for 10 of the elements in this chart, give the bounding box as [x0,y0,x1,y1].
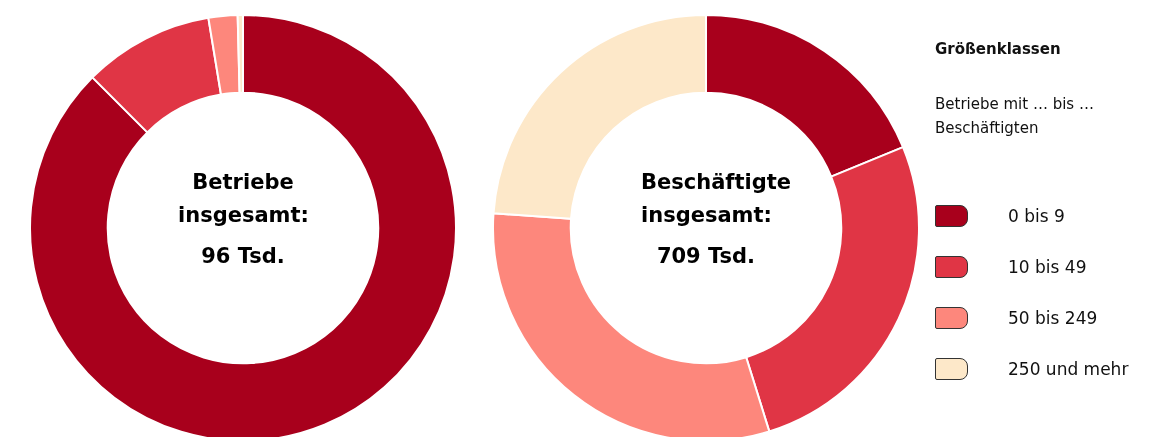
legend-label: 250 und mehr [1008,358,1129,379]
legend-label: 0 bis 9 [1008,205,1065,226]
text: 709 Tsd. [655,243,757,270]
text: Betriebe mit … bis … Beschäftigten [935,94,1095,139]
slice-label: Beschäftigte insgesamt: [641,169,792,229]
text: 96 Tsd. [200,243,286,270]
slice-label: Betriebe insgesamt: [178,169,309,229]
legend-label: 50 bis 249 [1008,307,1098,328]
legend-label: 10 bis 49 [1008,256,1087,277]
legend-title: Größenklassen [935,40,1062,58]
